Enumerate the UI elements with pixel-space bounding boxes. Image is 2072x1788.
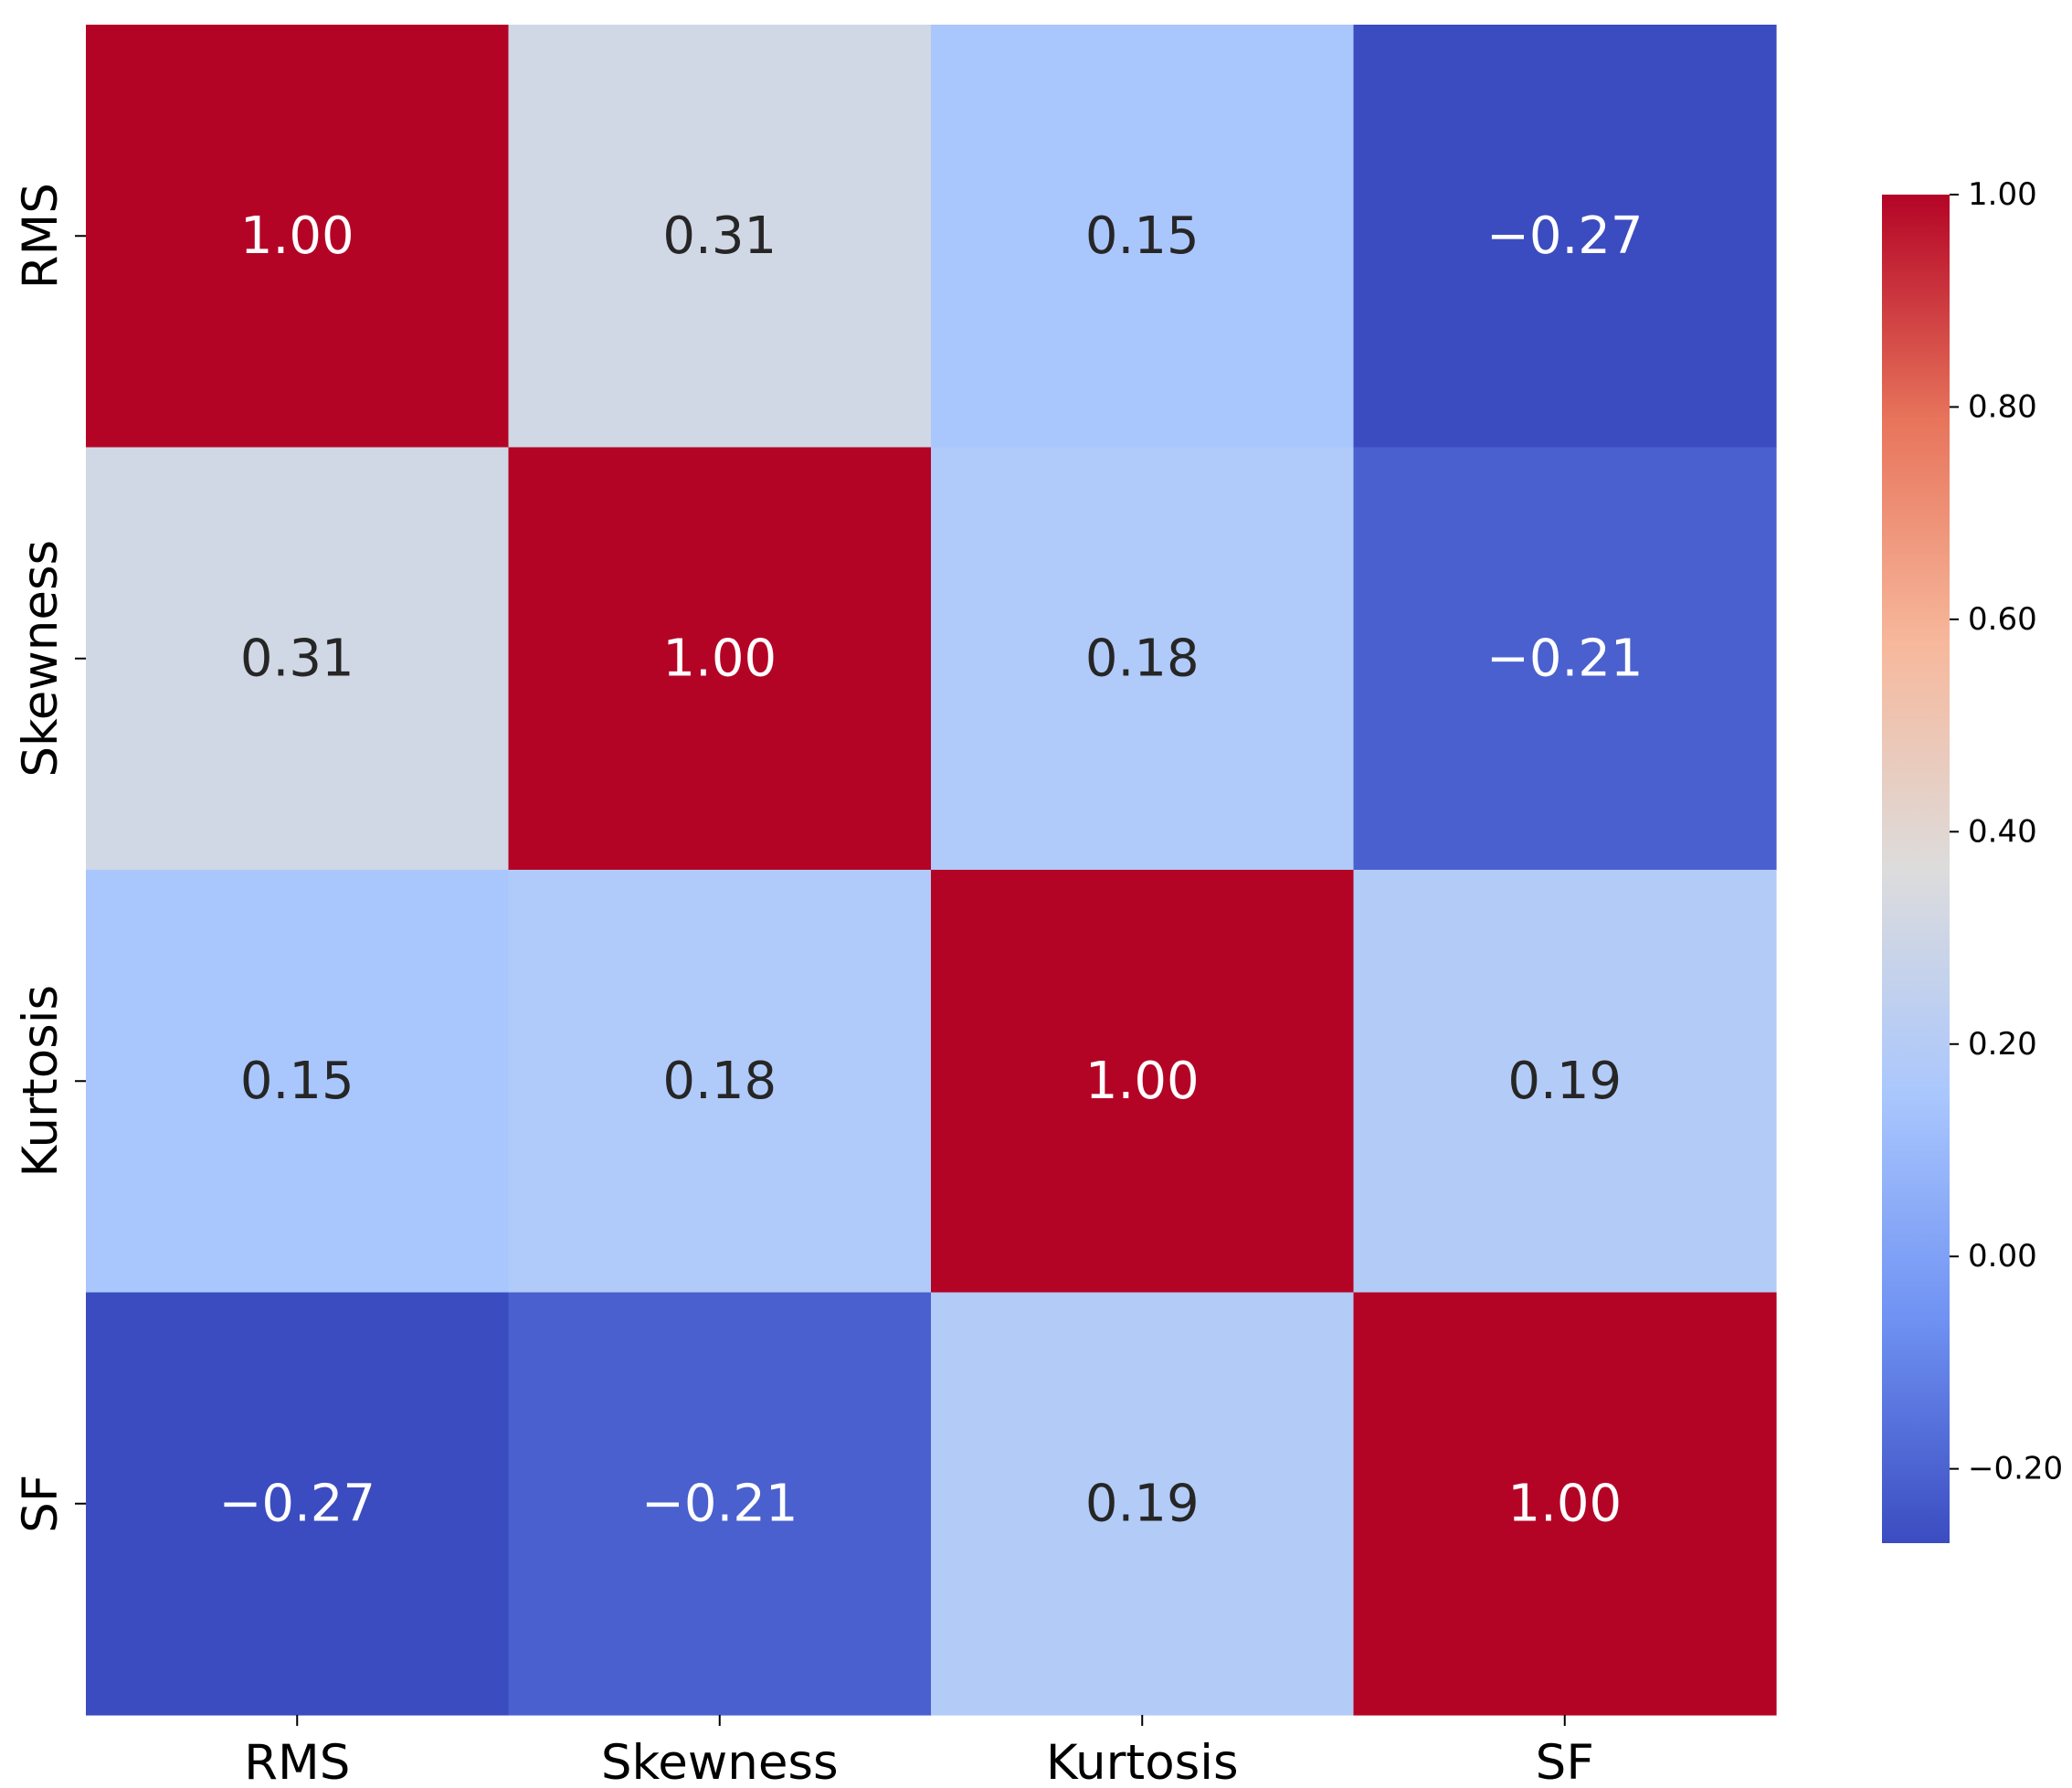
heatmap-annotations: 1.00 0.31 0.15 −0.27 0.31 1.00 0.18 −0.21 0.15 0.… bbox=[218, 206, 1643, 1534]
colorbar-tick-label: 0.20 bbox=[1968, 1026, 2037, 1063]
heatmap-cell bbox=[508, 447, 932, 871]
colorbar-tick-label: 0.80 bbox=[1968, 388, 2037, 425]
colorbar-tick-label: 1.00 bbox=[1968, 176, 2037, 213]
cell-value-label: 1.00 bbox=[1507, 1474, 1622, 1533]
y-tick-label: RMS bbox=[13, 183, 69, 289]
cell-value-label: 0.31 bbox=[240, 629, 354, 688]
cell-value-label: 0.15 bbox=[1085, 206, 1200, 266]
heatmap-cell bbox=[931, 447, 1355, 871]
cell-value-label: 0.19 bbox=[1507, 1052, 1622, 1111]
heatmap-cell bbox=[1353, 25, 1777, 449]
heatmap-cell bbox=[86, 25, 510, 449]
cell-value-label: −0.21 bbox=[641, 1474, 798, 1533]
cell-value-label: 1.00 bbox=[1085, 1052, 1200, 1111]
cell-value-label: 0.18 bbox=[662, 1052, 777, 1111]
cell-value-label: −0.27 bbox=[218, 1474, 375, 1533]
cell-value-label: 0.15 bbox=[240, 1052, 354, 1111]
colorbar-tick-label: 0.60 bbox=[1968, 601, 2037, 638]
heatmap-cell bbox=[931, 870, 1355, 1294]
heatmap-cell bbox=[508, 25, 932, 449]
heatmap-cell bbox=[931, 1292, 1355, 1716]
heatmap-cell bbox=[931, 25, 1355, 449]
x-tick-label: Kurtosis bbox=[1046, 1735, 1239, 1788]
heatmap-cell bbox=[508, 1292, 932, 1716]
cell-value-label: 0.19 bbox=[1085, 1474, 1200, 1533]
y-tick-label: Skewness bbox=[13, 540, 69, 778]
cell-value-label: 0.31 bbox=[662, 206, 777, 266]
colorbar: −0.20 0.00 0.20 0.40 0.60 0.80 1.00 bbox=[1882, 176, 2063, 1543]
cell-value-label: −0.27 bbox=[1486, 206, 1644, 266]
colorbar-gradient bbox=[1882, 195, 1950, 1543]
y-axis: RMS Skewness Kurtosis SF bbox=[13, 183, 86, 1533]
cell-value-label: 0.18 bbox=[1085, 629, 1200, 688]
heatmap-cell bbox=[86, 870, 510, 1294]
colorbar-tick-label: 0.00 bbox=[1968, 1238, 2037, 1275]
heatmap-cell bbox=[508, 870, 932, 1294]
heatmap-cell bbox=[1353, 1292, 1777, 1716]
x-tick-label: Skewness bbox=[601, 1735, 839, 1788]
y-tick-label: Kurtosis bbox=[13, 985, 69, 1178]
heatmap-cell bbox=[1353, 447, 1777, 871]
heatmap-cell bbox=[86, 1292, 510, 1716]
heatmap-cells bbox=[86, 25, 1777, 1716]
y-tick-label: SF bbox=[13, 1475, 69, 1533]
cell-value-label: −0.21 bbox=[1486, 629, 1644, 688]
heatmap-cell bbox=[1353, 870, 1777, 1294]
x-tick-label: RMS bbox=[244, 1735, 350, 1788]
cell-value-label: 1.00 bbox=[662, 629, 777, 688]
x-axis: RMS Skewness Kurtosis SF bbox=[244, 1715, 1594, 1788]
colorbar-tick-label: 0.40 bbox=[1968, 813, 2037, 850]
colorbar-tick-label: −0.20 bbox=[1968, 1451, 2063, 1487]
cell-value-label: 1.00 bbox=[240, 206, 354, 266]
heatmap-cell bbox=[86, 447, 510, 871]
x-tick-label: SF bbox=[1536, 1735, 1594, 1788]
